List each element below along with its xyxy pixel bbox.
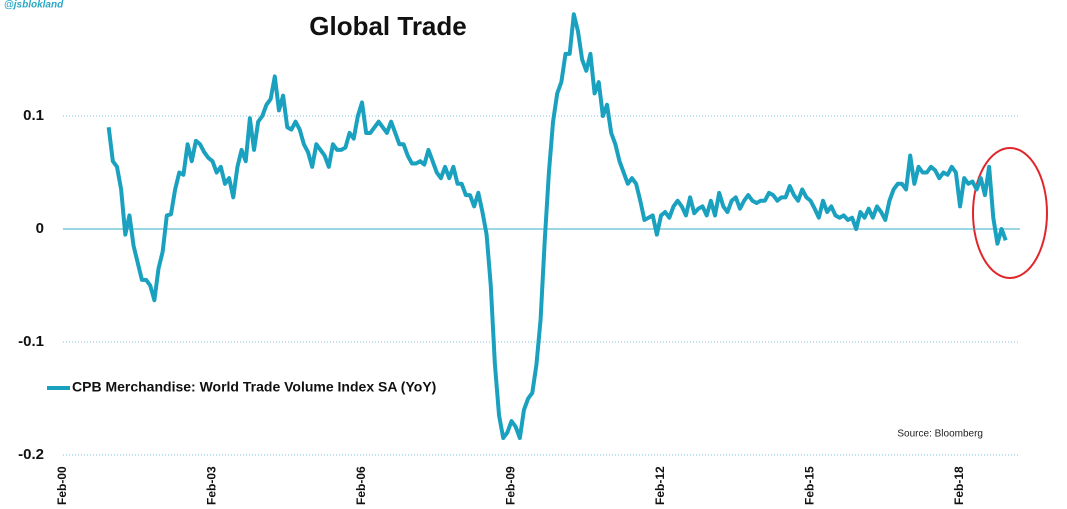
series-line xyxy=(106,12,1008,441)
y-tick-label: -0.1 xyxy=(18,333,44,350)
source: Source: Bloomberg xyxy=(897,429,983,440)
chart-title: Global Trade xyxy=(309,11,467,41)
x-tick-label: Feb-12 xyxy=(653,466,667,505)
x-tick-label: Feb-15 xyxy=(803,466,817,505)
x-tick-label: Feb-09 xyxy=(504,466,518,505)
x-tick-label: Feb-06 xyxy=(354,466,368,505)
y-tick-label: 0.1 xyxy=(23,107,44,124)
y-tick-label: 0 xyxy=(36,220,44,237)
highlight-ellipse xyxy=(972,147,1048,279)
y-tick-label: -0.2 xyxy=(18,446,44,463)
x-tick-label: Feb-00 xyxy=(55,466,69,505)
x-tick-label: Feb-03 xyxy=(205,466,219,505)
x-tick-label: Feb-18 xyxy=(952,466,966,505)
watermark: @jsblokland xyxy=(4,0,64,11)
legend-label: CPB Merchandise: World Trade Volume Inde… xyxy=(72,379,436,395)
